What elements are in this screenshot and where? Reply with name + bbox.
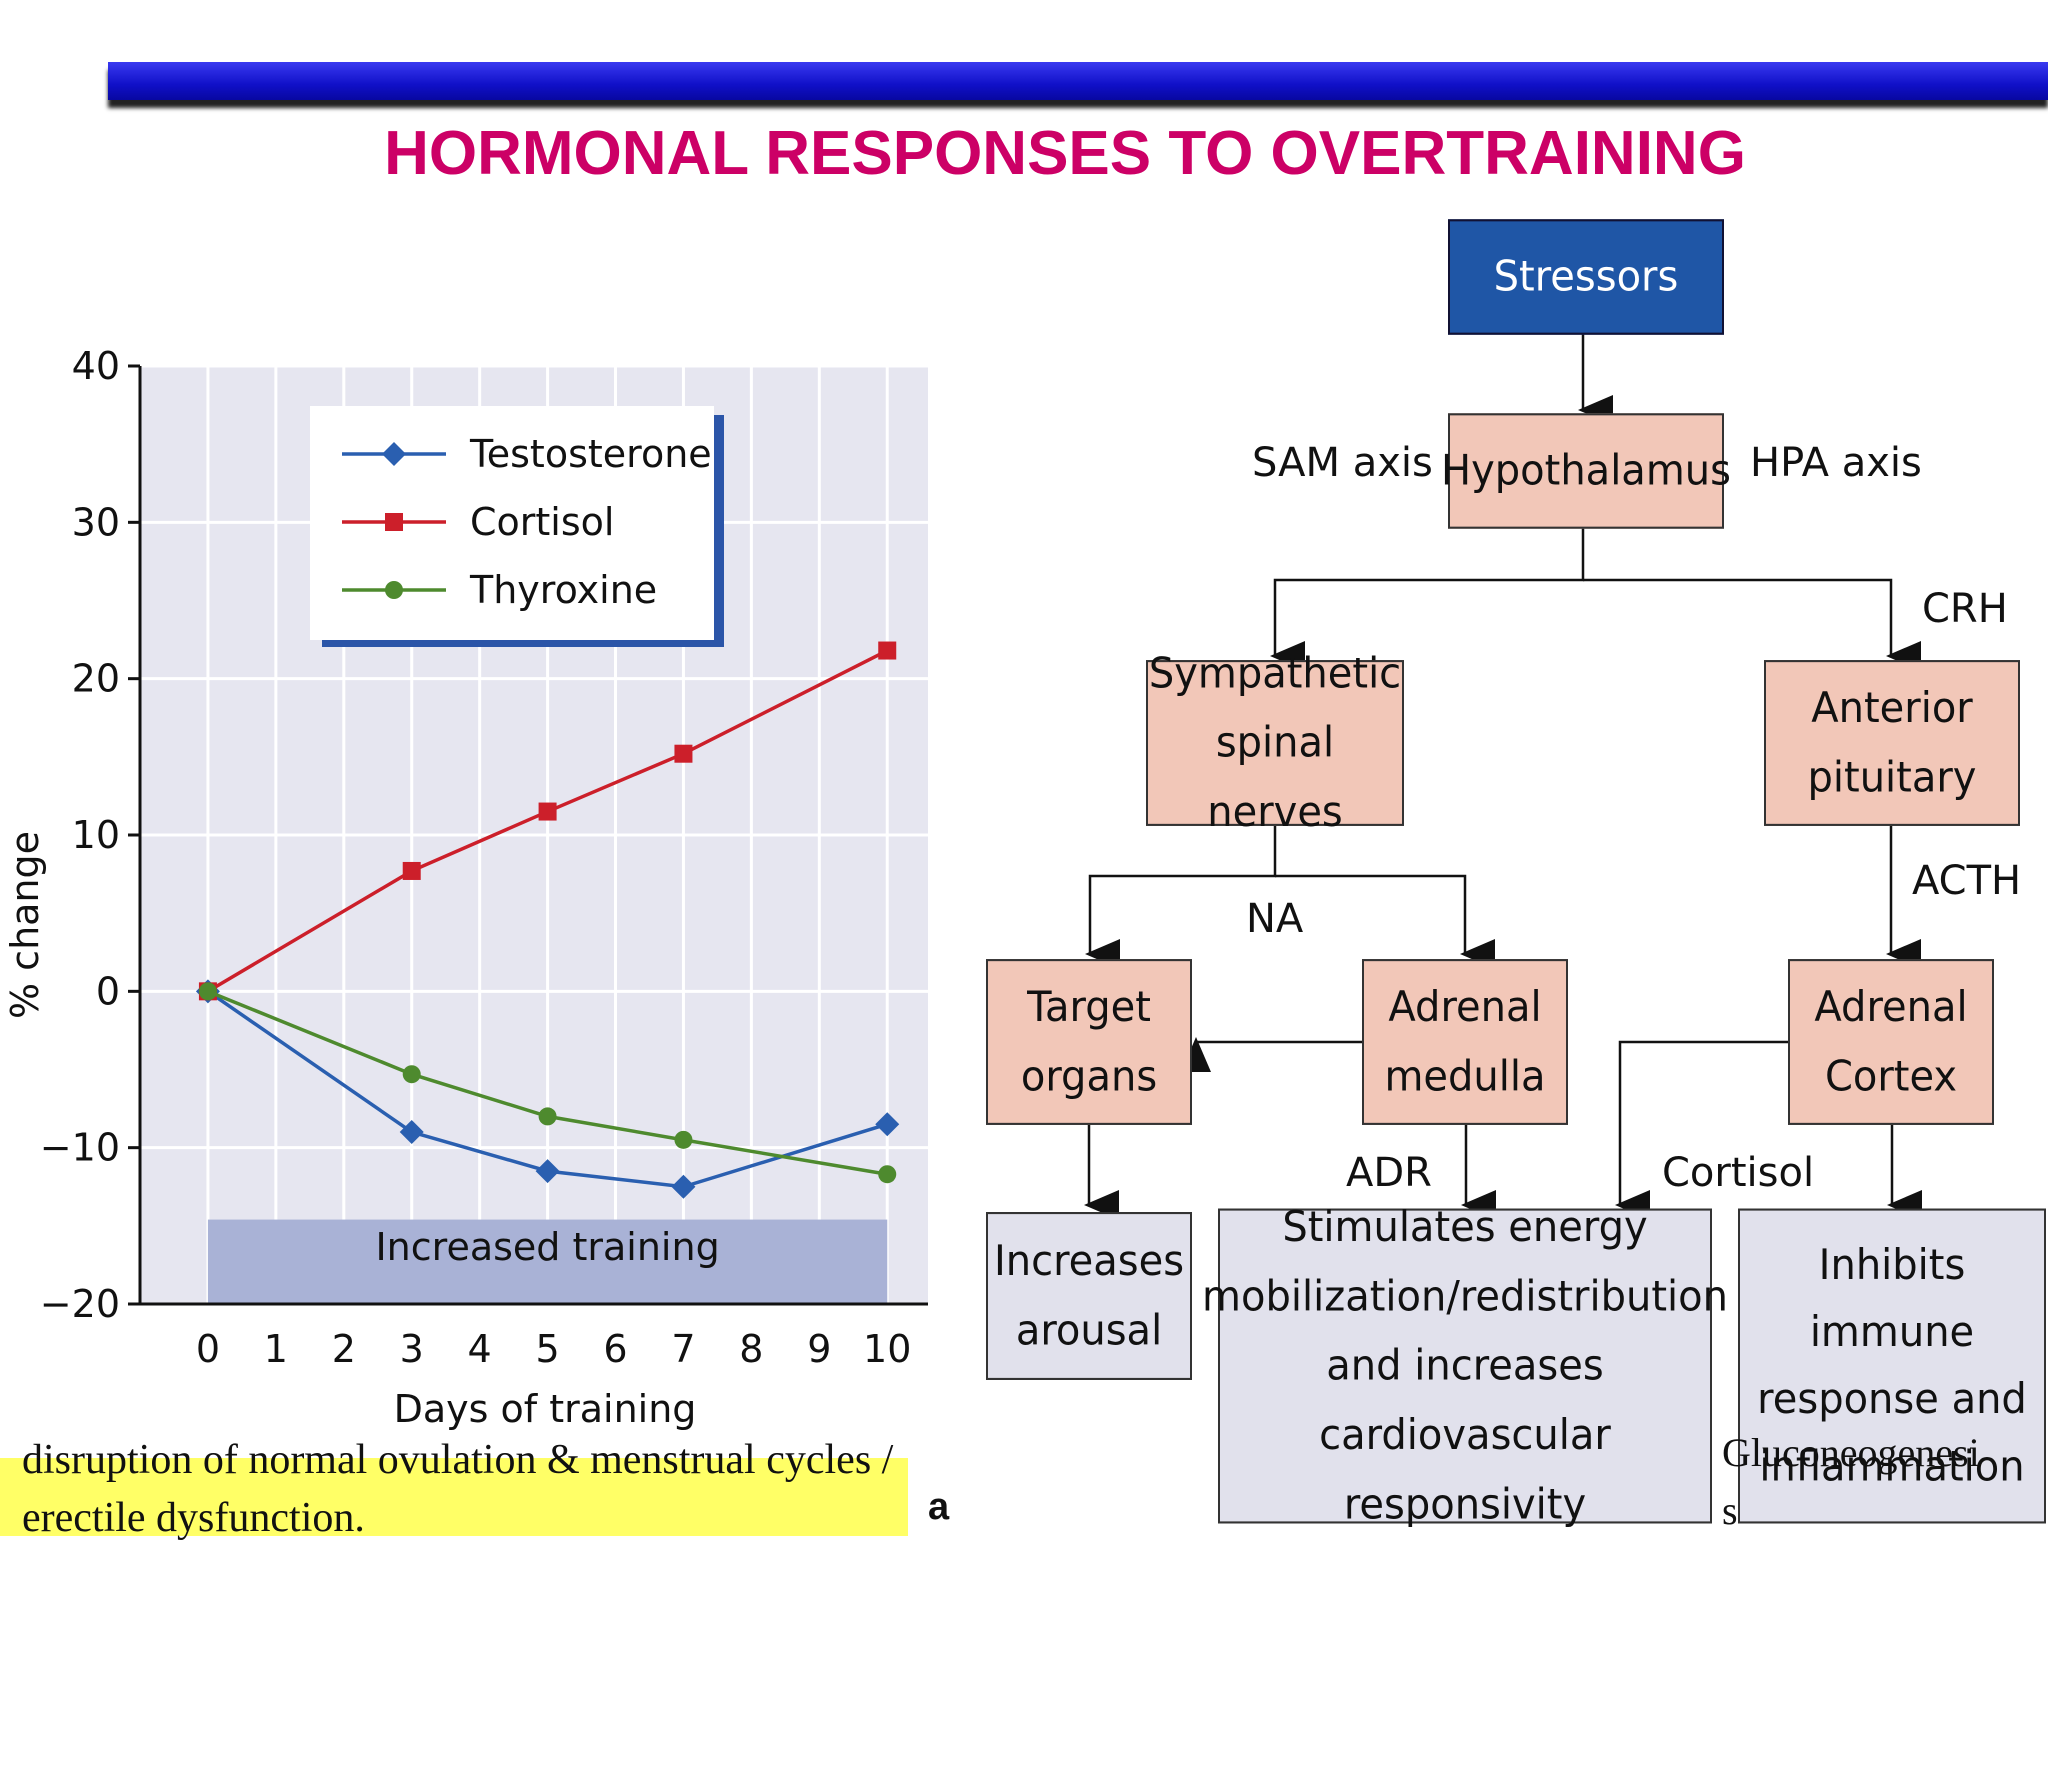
y-tick-label: 30 — [72, 500, 120, 544]
testosterone-legend-label: Testosterone — [469, 432, 712, 476]
testosterone-point — [875, 1112, 900, 1137]
hypothalamus-box: Hypothalamus — [1441, 413, 1731, 529]
y-tick-label: 20 — [72, 657, 120, 701]
target-organs-box: Target organs — [986, 959, 1192, 1125]
thyroxine-point — [198, 982, 217, 1001]
testosterone-point — [399, 1120, 424, 1145]
diagram-connectors — [1084, 333, 1922, 1220]
increases-arousal-box: Increases arousal — [986, 1212, 1192, 1380]
x-axis-label: Days of training — [394, 1387, 697, 1431]
inhibits-immune-box: Inhibits immune response and inflammatio… — [1738, 1208, 2046, 1524]
cortisol-point — [674, 744, 693, 763]
x-tick-label: 10 — [863, 1327, 911, 1371]
title-bar — [108, 62, 2048, 100]
note-line-2: erectile dysfunction. — [22, 1495, 365, 1541]
acth-label: ACTH — [1912, 858, 2022, 904]
adrenal-medulla-box: Adrenal medulla — [1362, 959, 1568, 1125]
cortisol-point — [878, 641, 897, 660]
testosterone-point — [535, 1159, 560, 1184]
x-tick-label: 1 — [264, 1327, 288, 1371]
thyroxine-point — [402, 1065, 421, 1084]
x-tick-label: 8 — [739, 1327, 763, 1371]
hpa-axis-label: HPA axis — [1750, 440, 1922, 486]
testosterone-legend-marker — [382, 442, 406, 466]
cortisol-legend-marker — [385, 513, 403, 531]
cortisol-point — [538, 802, 557, 821]
na-label: NA — [1246, 896, 1304, 942]
cortisol-legend-label: Cortisol — [470, 500, 614, 544]
grid — [140, 364, 928, 1306]
y-tick-label: −10 — [40, 1126, 120, 1170]
testosterone-point — [671, 1174, 696, 1199]
band-label: Increased training — [375, 1225, 719, 1269]
x-tick-label: 5 — [535, 1327, 559, 1371]
legend: Testosterone Cortisol Thyroxine — [310, 406, 724, 647]
note-line-1: disruption of normal ovulation & menstru… — [22, 1437, 894, 1483]
x-tick-label: 3 — [400, 1327, 424, 1371]
page-title: HORMONAL RESPONSES TO OVERTRAINING — [384, 119, 1746, 188]
x-tick-label: 6 — [603, 1327, 627, 1371]
anterior-pituitary-box: Anterior pituitary — [1764, 660, 2020, 826]
text-highlight — [0, 1458, 908, 1536]
stressors-box: Stressors — [1448, 219, 1724, 335]
y-tick-label: −20 — [40, 1282, 120, 1326]
thyroxine-legend-marker — [385, 581, 403, 599]
y-tick-label: 10 — [72, 813, 120, 857]
thyroxine-legend-label: Thyroxine — [469, 568, 657, 612]
adrenal-cortex-box: Adrenal Cortex — [1788, 959, 1994, 1125]
cortisol-label: Cortisol — [1662, 1150, 1815, 1196]
adr-label: ADR — [1346, 1150, 1432, 1196]
stray-glyph: a — [928, 1486, 950, 1528]
y-axis-label: % change — [3, 831, 47, 1019]
cortisol-point — [402, 861, 421, 880]
sympathetic-box: Sympathetic spinal nerves — [1146, 650, 1404, 836]
series-group — [195, 641, 900, 1199]
x-tick-label: 7 — [671, 1327, 695, 1371]
stimulates-energy-box: Stimulates energy mobilization/redistrib… — [1202, 1203, 1728, 1529]
thyroxine-point — [538, 1107, 557, 1126]
x-tick-label: 2 — [332, 1327, 356, 1371]
gluconeogenesis-note: Gluconeogenesi s — [1722, 1430, 1980, 1533]
x-tick-label: 9 — [807, 1327, 831, 1371]
sam-axis-label: SAM axis — [1252, 440, 1433, 486]
y-ticks: 40 30 20 10 0 −10 −20 — [40, 344, 140, 1326]
x-tick-label: 4 — [468, 1327, 492, 1371]
x-tick-label: 0 — [196, 1327, 220, 1371]
crh-label: CRH — [1922, 586, 2008, 632]
y-tick-label: 40 — [72, 344, 120, 388]
x-ticks: 0 1 2 3 4 5 6 7 8 9 10 — [196, 1327, 912, 1371]
thyroxine-point — [878, 1165, 897, 1184]
thyroxine-point — [674, 1130, 693, 1149]
y-tick-label: 0 — [96, 969, 120, 1013]
training-band — [207, 1219, 888, 1304]
